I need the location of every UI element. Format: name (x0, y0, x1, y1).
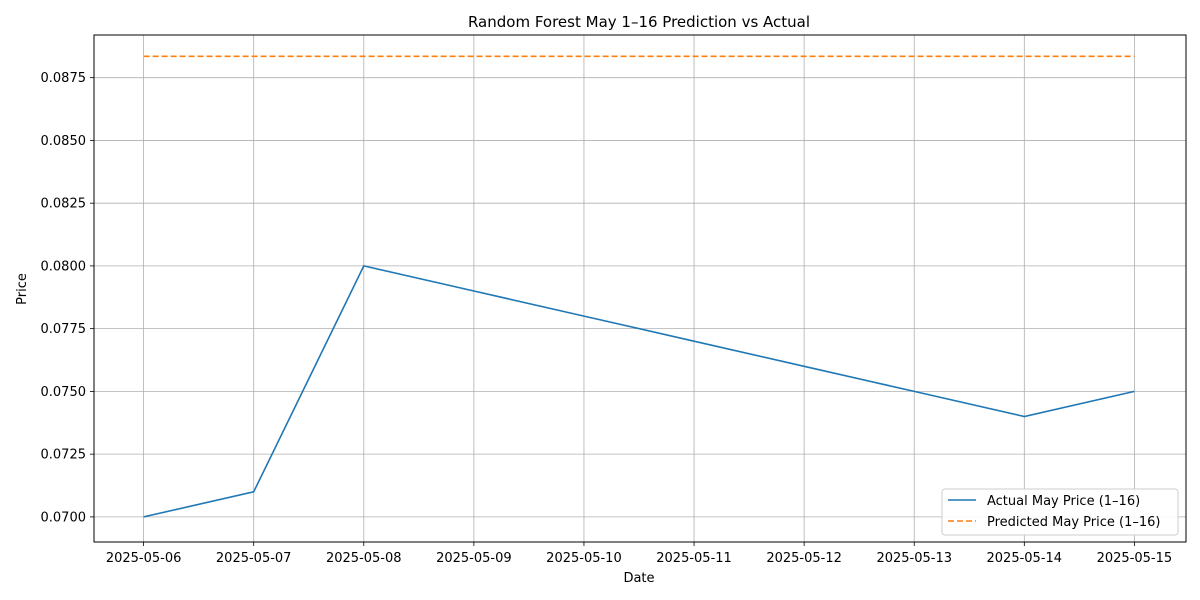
chart-title: Random Forest May 1–16 Prediction vs Act… (468, 13, 810, 31)
y-tick-label: 0.0800 (41, 259, 87, 274)
legend-label-actual: Actual May Price (1–16) (987, 494, 1140, 509)
x-tick-label: 2025-05-09 (436, 551, 512, 566)
y-axis-label: Price (15, 273, 30, 305)
x-axis-label: Date (623, 571, 654, 586)
y-tick-label: 0.0850 (41, 134, 87, 149)
x-tick-label: 2025-05-12 (766, 551, 842, 566)
y-tick-label: 0.0725 (41, 448, 87, 463)
x-axis: 2025-05-06 2025-05-07 2025-05-08 2025-05-09… (106, 542, 1172, 566)
y-tick-label: 0.0700 (41, 510, 87, 525)
x-tick-label: 2025-05-11 (656, 551, 732, 566)
x-tick-label: 2025-05-10 (546, 551, 622, 566)
plot-frame (93, 34, 1187, 543)
y-tick-label: 0.0775 (41, 322, 87, 337)
series-line-actual (143, 264, 1135, 518)
legend-label-predicted: Predicted May Price (1–16) (987, 515, 1160, 530)
x-tick-label: 2025-05-13 (876, 551, 952, 566)
y-tick-label: 0.0875 (41, 71, 87, 86)
x-tick-label: 2025-05-15 (1097, 551, 1173, 566)
grid (94, 35, 1186, 542)
legend: Actual May Price (1–16) Predicted May Pr… (941, 488, 1179, 536)
y-axis: 0.0700 0.0725 0.0750 0.0775 0.0800 0.0825 0.08… (41, 71, 94, 525)
x-tick-label: 2025-05-08 (326, 551, 402, 566)
series-layer (143, 55, 1135, 518)
x-tick-label: 2025-05-14 (987, 551, 1063, 566)
legend-box (941, 488, 1179, 536)
y-tick-label: 0.0750 (41, 385, 87, 400)
x-tick-label: 2025-05-07 (216, 551, 292, 566)
x-tick-label: 2025-05-06 (106, 551, 182, 566)
y-tick-label: 0.0825 (41, 197, 87, 212)
